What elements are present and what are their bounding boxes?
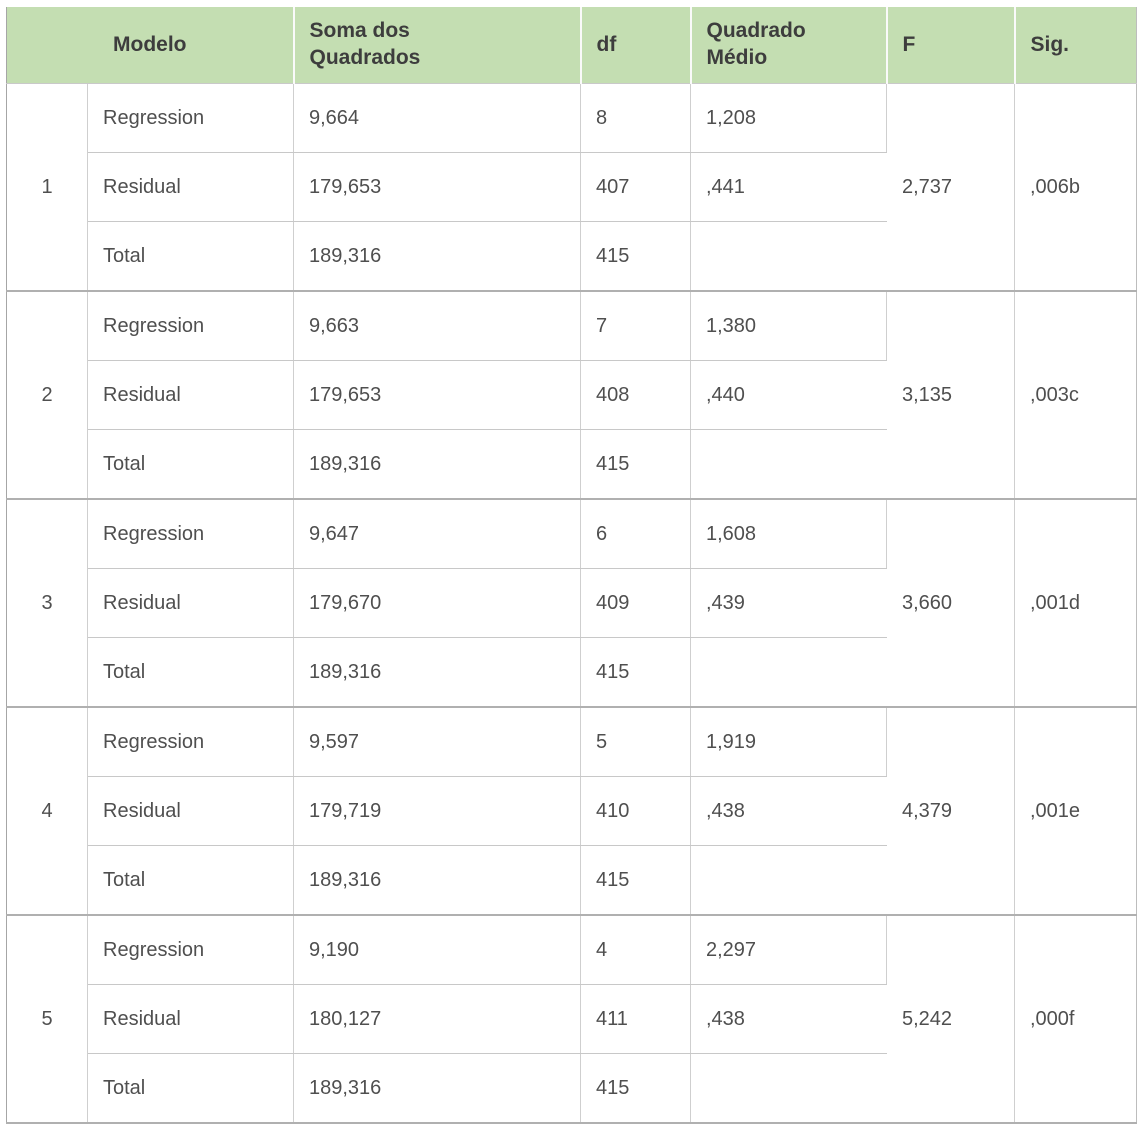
row-label-cell: Total (87, 1053, 294, 1124)
sig-cell: ,000f (1014, 915, 1137, 1124)
column-header-sig: Sig. (1013, 7, 1137, 84)
sum-of-squares-cell: 179,670 (293, 568, 581, 638)
row-label-cell: Regression (87, 915, 294, 985)
table-row-model2-residual: Residual 179,653 408 ,440 (7, 360, 1137, 430)
sig-cell: ,006b (1014, 83, 1137, 292)
table-row-model2-total: Total 189,316 415 (7, 429, 1137, 500)
df-cell: 415 (580, 637, 691, 708)
table-row-model1-residual: Residual 179,653 407 ,441 (7, 152, 1137, 222)
df-cell: 8 (580, 83, 691, 153)
row-label-cell: Total (87, 429, 294, 500)
mean-square-cell: ,439 (690, 568, 887, 638)
row-label-cell: Residual (87, 776, 294, 846)
sum-of-squares-cell: 189,316 (293, 221, 581, 292)
model-number-cell: 4 (6, 707, 88, 916)
sum-of-squares-cell: 9,597 (293, 707, 581, 777)
sig-cell: ,001e (1014, 707, 1137, 916)
f-cell: 5,242 (886, 915, 1015, 1124)
model-number-cell: 2 (6, 291, 88, 500)
model-number-cell: 5 (6, 915, 88, 1124)
mean-square-cell: ,438 (690, 776, 887, 846)
f-cell: 2,737 (886, 83, 1015, 292)
table-row-model5-residual: Residual 180,127 411 ,438 (7, 984, 1137, 1054)
sum-of-squares-cell: 9,664 (293, 83, 581, 153)
row-label-cell: Total (87, 845, 294, 916)
sum-of-squares-cell: 189,316 (293, 845, 581, 916)
sum-of-squares-cell: 189,316 (293, 429, 581, 500)
row-label-cell: Regression (87, 291, 294, 361)
mean-square-cell: 1,380 (690, 291, 887, 361)
row-label-cell: Total (87, 637, 294, 708)
mean-square-cell (690, 845, 887, 916)
mean-square-cell (690, 429, 887, 500)
table-row-model1-regression: 1 Regression 9,664 8 1,208 2,737 ,006b (6, 83, 1137, 292)
sum-of-squares-cell: 179,653 (293, 152, 581, 222)
header-row: Modelo Soma dos Quadrados df Quadrado Mé… (6, 7, 1137, 84)
df-cell: 410 (580, 776, 691, 846)
sum-of-squares-cell: 179,719 (293, 776, 581, 846)
df-cell: 415 (580, 221, 691, 292)
mean-square-cell: ,440 (690, 360, 887, 430)
table-row-model4-total: Total 189,316 415 (7, 845, 1137, 916)
mean-square-cell: ,438 (690, 984, 887, 1054)
row-label-cell: Residual (87, 360, 294, 430)
column-header-df: df (579, 7, 691, 84)
df-cell: 408 (580, 360, 691, 430)
df-cell: 411 (580, 984, 691, 1054)
column-header-f: F (885, 7, 1015, 84)
df-cell: 415 (580, 845, 691, 916)
column-header-quadrado-medio: Quadrado Médio (689, 7, 887, 84)
sum-of-squares-cell: 9,647 (293, 499, 581, 569)
sum-of-squares-cell: 179,653 (293, 360, 581, 430)
sum-of-squares-cell: 189,316 (293, 1053, 581, 1124)
table-row-model1-total: Total 189,316 415 (7, 221, 1137, 292)
anova-table: Modelo Soma dos Quadrados df Quadrado Mé… (6, 7, 1137, 1124)
table-row-model5-regression: 5 Regression 9,190 4 2,297 5,242 ,000f (6, 915, 1137, 1124)
mean-square-cell (690, 637, 887, 708)
table-row-model3-regression: 3 Regression 9,647 6 1,608 3,660 ,001d (6, 499, 1137, 708)
row-label-cell: Total (87, 221, 294, 292)
f-cell: 3,135 (886, 291, 1015, 500)
df-cell: 415 (580, 429, 691, 500)
mean-square-cell: 1,919 (690, 707, 887, 777)
mean-square-cell: 1,208 (690, 83, 887, 153)
sum-of-squares-cell: 9,190 (293, 915, 581, 985)
df-cell: 407 (580, 152, 691, 222)
table-row-model4-residual: Residual 179,719 410 ,438 (7, 776, 1137, 846)
df-cell: 5 (580, 707, 691, 777)
mean-square-cell: ,441 (690, 152, 887, 222)
sum-of-squares-cell: 9,663 (293, 291, 581, 361)
row-label-cell: Regression (87, 83, 294, 153)
f-cell: 3,660 (886, 499, 1015, 708)
df-cell: 7 (580, 291, 691, 361)
table-row-model4-regression: 4 Regression 9,597 5 1,919 4,379 ,001e (6, 707, 1137, 916)
mean-square-cell (690, 1053, 887, 1124)
model-number-cell: 1 (6, 83, 88, 292)
row-label-cell: Residual (87, 984, 294, 1054)
table-row-model5-total: Total 189,316 415 (7, 1053, 1137, 1124)
table-row-model2-regression: 2 Regression 9,663 7 1,380 3,135 ,003c (6, 291, 1137, 500)
sum-of-squares-cell: 189,316 (293, 637, 581, 708)
row-label-cell: Regression (87, 707, 294, 777)
table-row-model3-residual: Residual 179,670 409 ,439 (7, 568, 1137, 638)
df-cell: 415 (580, 1053, 691, 1124)
mean-square-cell (690, 221, 887, 292)
table-row-model3-total: Total 189,316 415 (7, 637, 1137, 708)
sig-cell: ,003c (1014, 291, 1137, 500)
row-label-cell: Residual (87, 568, 294, 638)
mean-square-cell: 1,608 (690, 499, 887, 569)
row-label-cell: Regression (87, 499, 294, 569)
model-number-cell: 3 (6, 499, 88, 708)
df-cell: 4 (580, 915, 691, 985)
df-cell: 6 (580, 499, 691, 569)
mean-square-cell: 2,297 (690, 915, 887, 985)
row-label-cell: Residual (87, 152, 294, 222)
sum-of-squares-cell: 180,127 (293, 984, 581, 1054)
f-cell: 4,379 (886, 707, 1015, 916)
column-header-modelo: Modelo (6, 7, 294, 84)
df-cell: 409 (580, 568, 691, 638)
sig-cell: ,001d (1014, 499, 1137, 708)
column-header-soma-dos-quadrados: Soma dos Quadrados (292, 7, 581, 84)
